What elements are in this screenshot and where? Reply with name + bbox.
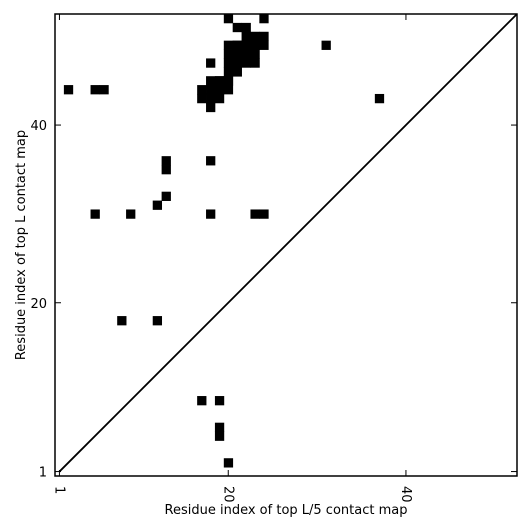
x-tick-label-1: 20: [220, 486, 235, 503]
contact-cell-top-l-27: [63, 85, 74, 95]
y-axis-label: Residue index of top L contact map: [14, 130, 29, 360]
contact-cell-top-l-33: [223, 85, 234, 95]
contact-cell-top-l-24: [206, 76, 216, 86]
contact-cell-top-l-29: [99, 85, 109, 95]
contact-cell-top-l-43: [126, 209, 136, 219]
contact-cell-top-l-4: [241, 31, 251, 42]
contact-cell-top-l5-6: [214, 93, 225, 104]
contact-cell-top-l-18: [223, 58, 234, 68]
contact-cell-top-l5-10: [241, 40, 251, 50]
contact-cell-top-l-3: [241, 22, 251, 33]
contact-cell-top-l-13: [223, 49, 234, 59]
contact-cell-top-l-19: [232, 58, 242, 68]
contact-cell-top-l-35: [206, 93, 216, 104]
contact-cell-top-l-31: [206, 85, 216, 95]
contact-cell-top-l-16: [250, 49, 260, 59]
x-axis-label: Residue index of top L/5 contact map: [165, 503, 408, 518]
contact-cell-top-l-37: [206, 102, 216, 113]
contact-cell-top-l-36: [374, 93, 385, 104]
contact-cell-top-l5-1: [214, 431, 225, 441]
contact-cell-top-l5-7: [214, 85, 225, 95]
x-tick-label-2: 40: [398, 486, 413, 503]
contact-cell-top-l5-9: [232, 40, 242, 50]
contact-cell-top-l5-13: [152, 200, 163, 210]
diagonal-line: [58, 13, 518, 473]
contact-cell-top-l-1: [259, 14, 269, 24]
contact-cell-top-l5-5: [223, 76, 234, 86]
contact-cell-top-l-42: [90, 209, 100, 219]
contact-cells: [63, 14, 385, 468]
contact-cell-top-l5-0: [223, 458, 234, 468]
contact-cell-top-l-39: [206, 156, 216, 166]
contact-cell-top-l-22: [223, 67, 234, 77]
contact-cell-top-l-34: [197, 93, 207, 104]
contact-cell-top-l-40: [161, 165, 171, 175]
axis-ticks: 1 20 40 1 20 40: [30, 14, 517, 503]
contact-cell-top-l5-12: [152, 316, 163, 326]
contact-cell-top-l-21: [250, 58, 260, 68]
contact-cell-top-l-17: [206, 58, 216, 68]
contact-cell-top-l5-14: [117, 316, 127, 326]
y-tick-label-0: 1: [39, 466, 47, 481]
contact-cell-top-l-12: [321, 40, 331, 50]
y-tick-label-2: 40: [30, 119, 47, 134]
contact-cell-top-l-11: [259, 40, 269, 50]
contact-cell-top-l-38: [161, 156, 171, 166]
contact-cell-top-l-20: [241, 58, 251, 68]
contact-cell-top-l-45: [250, 209, 260, 219]
contact-cell-top-l-46: [259, 209, 269, 219]
contact-cell-top-l-15: [241, 49, 251, 59]
contact-cell-top-l-14: [232, 49, 242, 59]
contact-cell-top-l5-4: [197, 396, 207, 406]
contact-cell-top-l-41: [161, 191, 171, 201]
contact-cell-top-l5-8: [214, 76, 225, 86]
contact-cell-top-l-28: [90, 85, 100, 95]
contact-cell-top-l-6: [259, 31, 269, 42]
contact-cell-top-l-2: [232, 22, 242, 33]
contact-cell-top-l-23: [232, 67, 242, 77]
plot-frame: [54, 13, 518, 477]
contact-cell-top-l-5: [250, 31, 260, 42]
y-tick-label-1: 20: [30, 297, 47, 312]
contact-cell-top-l-44: [206, 209, 216, 219]
contact-cell-top-l5-11: [250, 40, 260, 50]
contact-cell-top-l5-2: [214, 422, 225, 432]
x-tick-label-0: 1: [51, 486, 66, 494]
contact-cell-top-l5-3: [214, 396, 225, 406]
contact-cell-top-l-30: [197, 85, 207, 95]
contact-cell-top-l-7: [223, 40, 234, 50]
